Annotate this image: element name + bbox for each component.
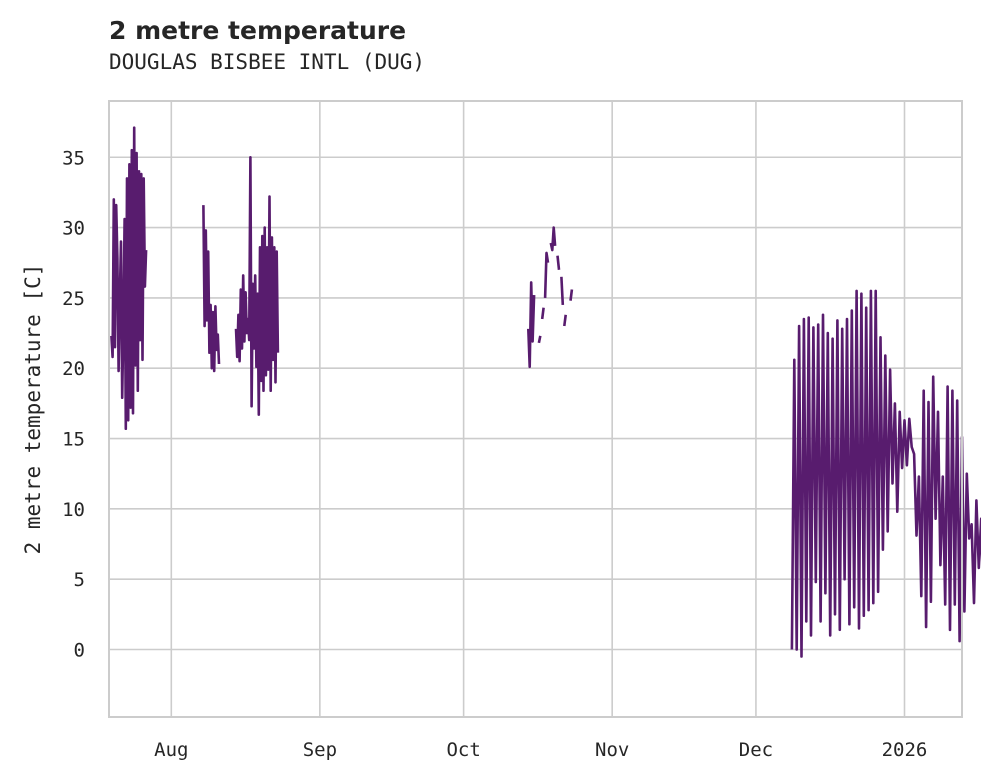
temperature-line-segment	[569, 289, 574, 301]
x-tick-label: Nov	[595, 739, 629, 761]
y-tick-label: 5	[74, 569, 85, 591]
x-tick-label: 2026	[882, 739, 928, 761]
y-axis-label: 2 metre temperature [C]	[21, 264, 45, 555]
x-tick-label: Sep	[303, 739, 337, 761]
temperature-line-segment	[234, 156, 280, 416]
chart-subtitle: DOUGLAS BISBEE INTL (DUG)	[109, 50, 426, 74]
plot-frame	[108, 100, 963, 718]
y-tick-label: 0	[74, 639, 85, 661]
temperature-line-segment	[537, 335, 542, 344]
chart-title: 2 metre temperature	[109, 16, 407, 45]
temperature-line-segment	[527, 281, 536, 369]
y-tick-label: 30	[62, 218, 85, 240]
y-tick-label: 25	[62, 288, 85, 310]
x-tick-label: Oct	[446, 739, 480, 761]
temperature-line-segment	[202, 205, 221, 373]
temperature-line-segment	[543, 251, 550, 298]
temperature-line-segment	[549, 226, 557, 252]
y-tick-label: 10	[62, 499, 85, 521]
label-layer: 0 5 10 15 20 25 30 35 Aug Sep Oct Nov Dec 2026	[62, 147, 927, 761]
data-layer	[110, 126, 981, 658]
y-tick-label: 35	[62, 147, 85, 169]
temperature-line-segment	[563, 314, 567, 327]
x-tick-label: Aug	[154, 739, 188, 761]
temperature-line-segment	[560, 276, 565, 305]
temperature-line-segment	[790, 289, 981, 658]
y-tick-label: 15	[62, 429, 85, 451]
y-tick-label: 20	[62, 358, 85, 380]
temperature-line-segment	[110, 126, 148, 431]
x-tick-label: Dec	[739, 739, 773, 761]
temperature-line-segment	[556, 255, 561, 270]
temperature-line-segment	[540, 307, 545, 320]
